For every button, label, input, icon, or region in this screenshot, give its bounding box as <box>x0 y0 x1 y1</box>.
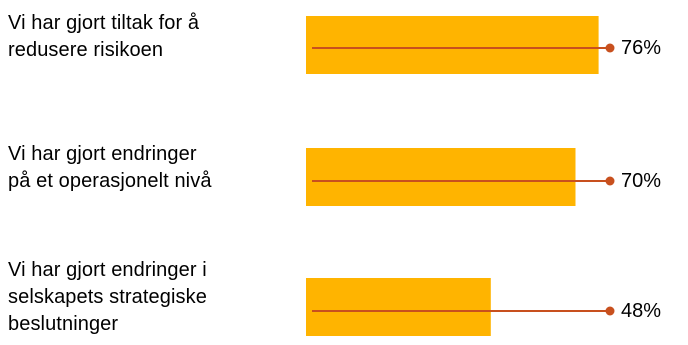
marker-dot-2 <box>605 176 615 186</box>
category-label-2: Vi har gjort endringer på et operasjonel… <box>8 143 212 192</box>
value-label-1: 76% <box>621 37 662 59</box>
category-label-1: Vi har gjort tiltak for å redusere risik… <box>8 12 200 61</box>
marker-dot-3 <box>605 306 615 316</box>
bar-1 <box>306 16 599 74</box>
value-label-2: 70% <box>621 170 662 192</box>
bar-2 <box>306 148 576 206</box>
bar-3 <box>306 278 491 336</box>
category-label-3: Vi har gjort endringer i selskapets stra… <box>8 259 207 335</box>
value-label-3: 48% <box>621 300 662 322</box>
marker-dot-1 <box>605 43 615 53</box>
